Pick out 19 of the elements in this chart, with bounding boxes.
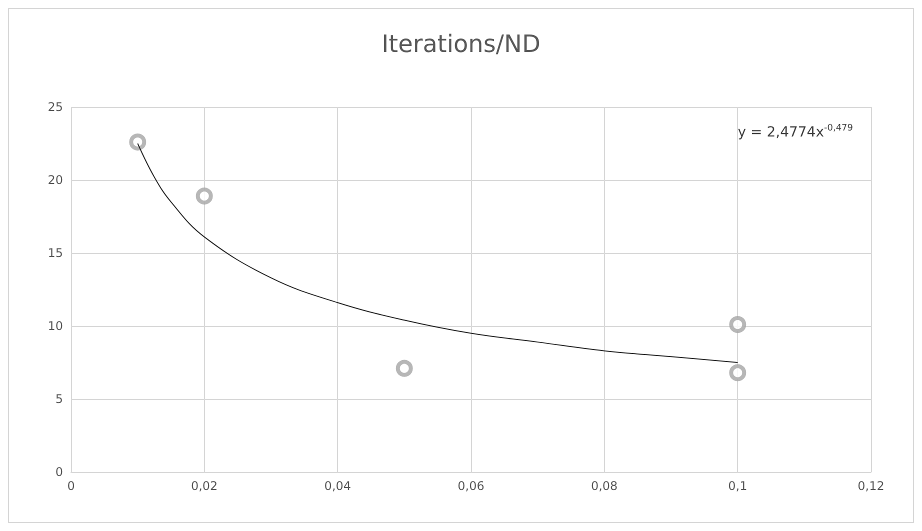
point bbox=[729, 364, 746, 382]
x-tick-label: 0,02 bbox=[190, 479, 218, 493]
y-tick-label: 15 bbox=[48, 246, 63, 260]
x-tick-label: 0 bbox=[67, 479, 75, 493]
x-tick-label: 0,06 bbox=[458, 479, 484, 493]
chart-title: Iterations/ND bbox=[382, 30, 540, 58]
point bbox=[729, 316, 746, 334]
x-tick-label: 0,04 bbox=[324, 479, 352, 493]
y-tick-label: 10 bbox=[48, 319, 63, 333]
y-tick-label: 0 bbox=[55, 465, 63, 479]
point bbox=[396, 360, 413, 377]
x-tick-label: 0,08 bbox=[590, 479, 618, 493]
y-tick-label: 25 bbox=[48, 100, 63, 114]
x-tick-label: 0,1 bbox=[728, 479, 748, 493]
x-tick-label: 0,12 bbox=[858, 479, 884, 493]
y-tick-label: 20 bbox=[48, 173, 63, 187]
point bbox=[129, 134, 146, 151]
point bbox=[196, 188, 213, 205]
y-tick-label: 5 bbox=[55, 392, 63, 406]
